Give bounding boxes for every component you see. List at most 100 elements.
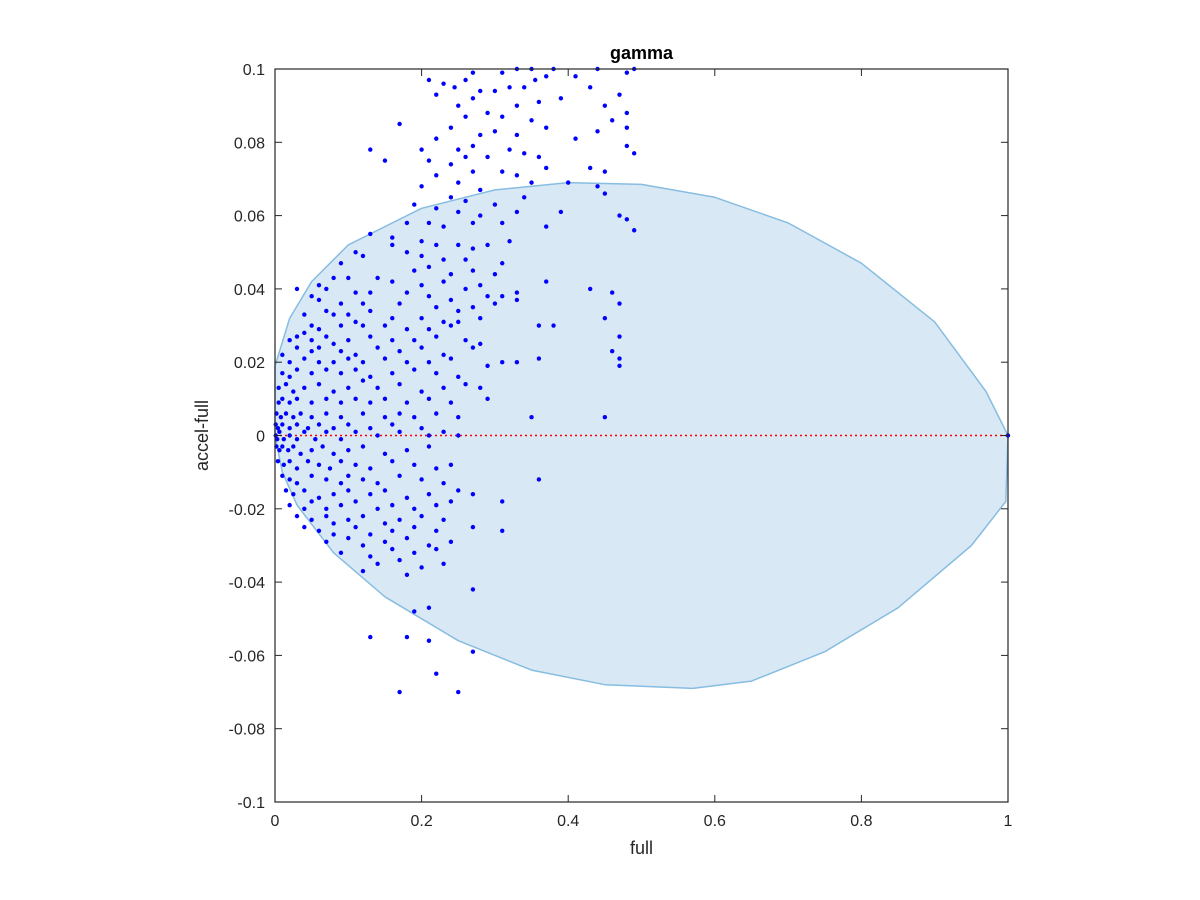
- data-point: [426, 638, 432, 643]
- data-point: [324, 477, 329, 482]
- data-point: [522, 195, 527, 200]
- data-point: [448, 272, 454, 277]
- data-point: [280, 444, 285, 449]
- data-point: [309, 517, 314, 522]
- data-point: [500, 114, 505, 119]
- data-point: [331, 532, 336, 537]
- data-point: [419, 253, 424, 259]
- data-point: [353, 396, 358, 402]
- data-point: [529, 180, 534, 185]
- data-point: [434, 370, 439, 376]
- data-point: [375, 433, 380, 438]
- data-point: [277, 447, 282, 453]
- data-point: [419, 184, 424, 189]
- data-point: [419, 513, 424, 519]
- data-point: [368, 231, 373, 237]
- data-point: [291, 444, 296, 449]
- data-point: [456, 374, 461, 380]
- data-point: [360, 360, 366, 365]
- data-point: [448, 125, 454, 130]
- data-point: [514, 297, 520, 303]
- data-point: [470, 524, 476, 530]
- data-point: [338, 502, 344, 508]
- data-point: [412, 414, 417, 420]
- data-point: [274, 436, 280, 442]
- data-point: [617, 356, 622, 361]
- data-point: [368, 554, 373, 559]
- data-point: [624, 70, 630, 75]
- data-point: [294, 345, 300, 350]
- data-point: [331, 425, 336, 431]
- data-point: [452, 85, 457, 90]
- data-point: [302, 429, 307, 435]
- data-point: [353, 499, 358, 504]
- data-point: [463, 381, 468, 387]
- data-point: [390, 279, 395, 284]
- data-point: [412, 506, 417, 511]
- data-point: [573, 136, 578, 141]
- data-point: [287, 400, 292, 405]
- data-point: [324, 308, 329, 314]
- data-point: [500, 261, 505, 266]
- data-point: [485, 363, 490, 369]
- data-point: [294, 436, 300, 442]
- data-point: [287, 425, 292, 431]
- data-point: [375, 561, 380, 566]
- data-point: [514, 103, 520, 108]
- data-point: [463, 198, 468, 204]
- data-point: [316, 381, 322, 387]
- data-point: [390, 502, 395, 508]
- data-point: [500, 220, 505, 226]
- data-point: [360, 253, 366, 259]
- data-point: [529, 118, 534, 123]
- data-point: [441, 480, 446, 486]
- data-point: [375, 506, 380, 511]
- data-point: [338, 400, 344, 405]
- data-point: [390, 528, 395, 533]
- data-point: [617, 363, 622, 369]
- y-tick-label: 0.02: [234, 355, 265, 372]
- data-point: [353, 462, 358, 468]
- data-point: [434, 136, 439, 141]
- data-point: [309, 349, 314, 354]
- data-point: [426, 327, 432, 332]
- y-axis: -0.1 -0.08 -0.06 -0.04 -0.02 0 0.02 0.04 0.06 0.0…: [229, 62, 1008, 812]
- data-point: [533, 77, 538, 83]
- data-point: [280, 370, 285, 376]
- data-point: [353, 250, 358, 255]
- x-axis: 0 0.2 0.4 0.6 0.8 1: [271, 69, 1013, 830]
- data-point: [426, 360, 432, 365]
- data-point: [478, 132, 483, 138]
- data-point: [294, 422, 300, 427]
- data-point: [456, 689, 461, 695]
- data-point: [478, 341, 483, 347]
- data-point: [448, 462, 454, 468]
- data-point: [360, 323, 366, 328]
- data-point: [324, 396, 329, 402]
- data-point: [456, 488, 461, 493]
- data-point: [283, 488, 289, 493]
- data-point: [338, 414, 344, 420]
- data-point: [558, 96, 564, 101]
- data-point: [522, 85, 527, 90]
- data-point: [470, 491, 476, 497]
- data-point: [309, 499, 314, 504]
- data-point: [338, 370, 344, 376]
- data-point: [353, 429, 358, 435]
- data-point: [375, 275, 380, 281]
- data-point: [412, 609, 417, 614]
- data-point: [276, 385, 281, 391]
- data-point: [419, 283, 424, 288]
- data-point: [287, 433, 292, 438]
- data-point: [441, 279, 446, 284]
- data-point: [522, 151, 527, 156]
- data-point: [368, 290, 373, 295]
- data-point: [281, 436, 286, 442]
- data-point: [470, 305, 476, 310]
- data-point: [285, 447, 291, 453]
- data-point: [382, 451, 388, 457]
- data-point: [331, 275, 336, 281]
- data-point: [529, 414, 534, 420]
- y-tick-label: 0.06: [234, 209, 265, 226]
